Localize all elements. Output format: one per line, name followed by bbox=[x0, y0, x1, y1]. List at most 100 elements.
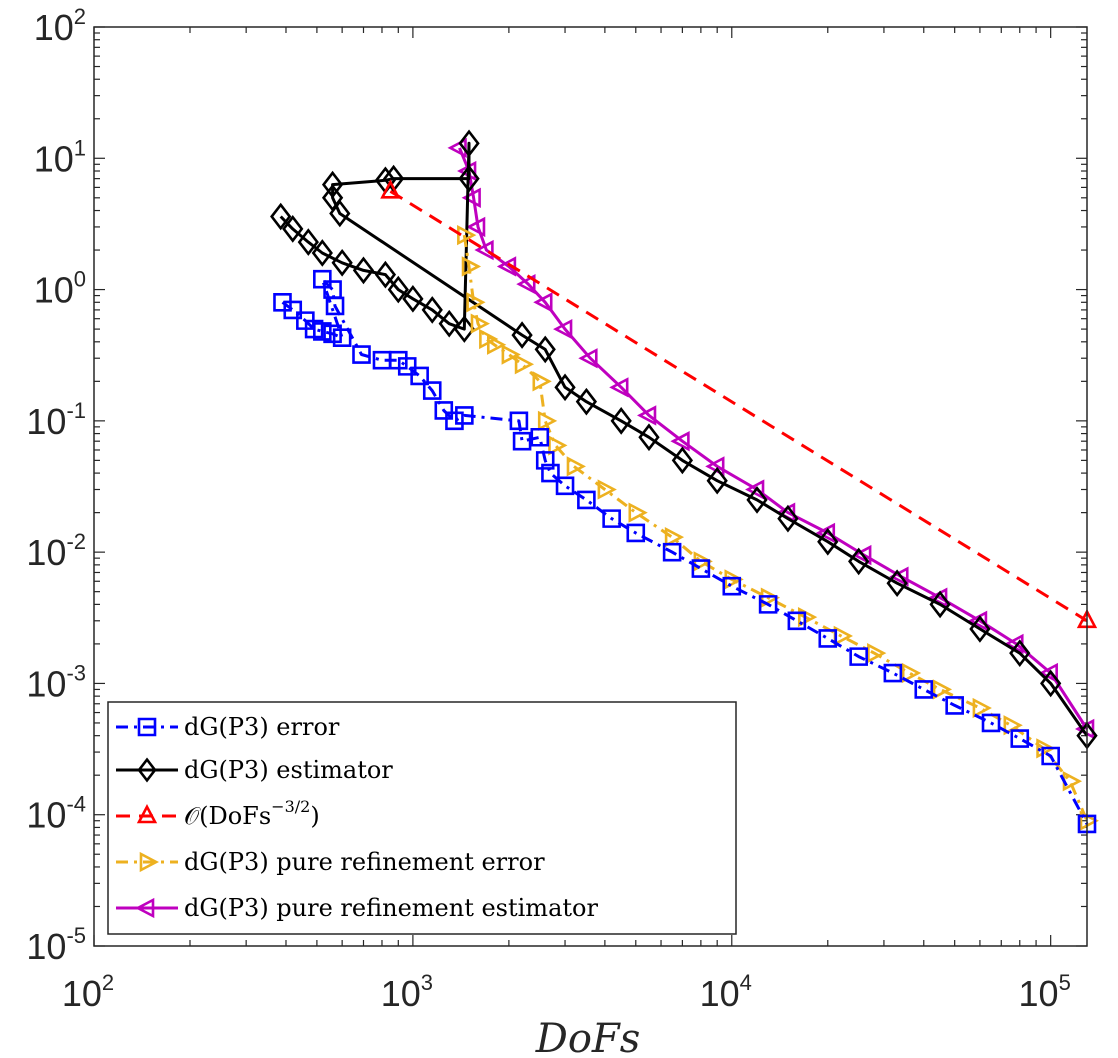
square-marker bbox=[691, 559, 711, 578]
triangle-left-marker bbox=[1038, 662, 1058, 684]
triangle-right-marker bbox=[566, 456, 586, 477]
square-marker bbox=[434, 401, 454, 420]
series-dg-p3-error bbox=[273, 269, 1097, 834]
legend-box bbox=[107, 701, 737, 935]
y-tick-label: 10-2 bbox=[26, 529, 86, 573]
x-axis-title: DoFs bbox=[535, 1016, 640, 1058]
square-marker bbox=[914, 680, 934, 699]
diamond-marker bbox=[458, 164, 480, 193]
square-marker bbox=[849, 647, 868, 666]
diamond-marker bbox=[969, 615, 991, 643]
diamond-marker bbox=[746, 486, 768, 514]
square-marker bbox=[304, 319, 324, 339]
square-marker bbox=[137, 717, 157, 737]
square-marker bbox=[455, 406, 474, 425]
square-marker bbox=[722, 576, 742, 596]
square-marker bbox=[883, 663, 903, 683]
series-layer bbox=[270, 129, 1099, 834]
legend-entry: dG(P3) pure refinement estimator bbox=[184, 894, 598, 922]
diamond-marker bbox=[311, 239, 333, 267]
triangle-left-marker bbox=[553, 318, 573, 340]
legend-entry: dG(P3) error bbox=[184, 713, 340, 741]
square-marker bbox=[273, 292, 292, 312]
y-tick-label: 10-1 bbox=[26, 398, 86, 442]
diamond-marker bbox=[329, 199, 351, 228]
triangle-left-marker bbox=[967, 610, 988, 631]
triangle-right-marker bbox=[628, 502, 648, 523]
square-marker bbox=[530, 427, 550, 447]
diamond-marker bbox=[1009, 639, 1031, 668]
triangle-right-marker bbox=[867, 643, 887, 664]
triangle-left-marker bbox=[465, 216, 486, 238]
triangle-left-marker bbox=[636, 405, 657, 426]
square-marker bbox=[323, 324, 342, 344]
triangle-right-marker bbox=[532, 371, 552, 392]
square-marker bbox=[1010, 729, 1030, 748]
triangle-right-marker bbox=[537, 410, 558, 432]
triangle-left-marker bbox=[745, 479, 765, 500]
square-marker bbox=[422, 381, 442, 400]
triangle-left-marker bbox=[609, 377, 629, 398]
triangle-right-marker bbox=[597, 479, 617, 500]
diamond-marker bbox=[297, 228, 319, 256]
triangle-right-marker bbox=[932, 679, 953, 700]
square-marker bbox=[313, 269, 332, 289]
square-marker bbox=[509, 411, 529, 431]
square-marker bbox=[325, 296, 345, 316]
square-marker bbox=[818, 629, 838, 648]
diamond-marker bbox=[817, 527, 839, 556]
triangle-left-marker bbox=[533, 292, 553, 313]
diamond-marker bbox=[270, 202, 292, 231]
y-tick-label: 10-5 bbox=[26, 923, 86, 967]
triangle-right-marker bbox=[548, 435, 568, 456]
triangle-left-marker bbox=[474, 239, 494, 261]
square-marker bbox=[555, 476, 575, 496]
y-tick-label: 100 bbox=[34, 267, 86, 311]
square-marker bbox=[397, 357, 417, 376]
diamond-marker bbox=[777, 504, 799, 533]
square-marker bbox=[758, 595, 778, 614]
diamond-marker bbox=[671, 446, 694, 475]
triangle-right-marker bbox=[486, 334, 507, 355]
triangle-right-marker bbox=[1003, 715, 1023, 736]
triangle-right-marker bbox=[1036, 738, 1056, 759]
x-tick-label: 103 bbox=[381, 970, 433, 1014]
square-marker bbox=[577, 490, 596, 510]
diamond-marker bbox=[706, 466, 728, 495]
series-dg-p3-estimator bbox=[270, 129, 1098, 750]
diamond-marker bbox=[453, 315, 475, 343]
diamond-marker bbox=[387, 275, 409, 304]
diamond-marker bbox=[137, 757, 157, 783]
x-tick-labels: 102 103 104 105 bbox=[62, 970, 1071, 1014]
diamond-marker bbox=[886, 569, 908, 598]
triangle-left-marker bbox=[516, 273, 536, 295]
square-marker bbox=[602, 509, 621, 528]
triangle-up-marker bbox=[136, 804, 158, 824]
square-marker bbox=[352, 345, 371, 364]
diamond-marker bbox=[374, 260, 397, 289]
x-tick-label: 104 bbox=[700, 970, 752, 1014]
square-marker bbox=[662, 542, 682, 562]
triangle-right-marker bbox=[972, 697, 992, 719]
series-line bbox=[279, 141, 1089, 737]
y-tick-label: 102 bbox=[34, 4, 86, 48]
triangle-right-marker bbox=[501, 344, 521, 365]
square-marker bbox=[1041, 746, 1060, 766]
triangle-left-marker bbox=[447, 137, 467, 159]
square-marker bbox=[283, 300, 303, 320]
square-marker bbox=[512, 431, 532, 451]
diamond-marker bbox=[331, 248, 353, 277]
diamond-marker bbox=[534, 335, 556, 364]
diamond-marker bbox=[352, 256, 375, 285]
plot-frame bbox=[93, 26, 1088, 947]
diamond-marker bbox=[321, 170, 344, 199]
triangle-right-marker bbox=[139, 851, 159, 873]
triangle-right-marker bbox=[797, 606, 818, 628]
diamond-marker bbox=[638, 423, 660, 452]
square-marker bbox=[388, 350, 408, 370]
triangle-right-marker bbox=[470, 313, 490, 334]
triangle-right-marker bbox=[514, 354, 535, 375]
square-marker bbox=[541, 463, 560, 483]
diamond-marker bbox=[282, 215, 304, 243]
triangle-right-marker bbox=[461, 256, 482, 277]
